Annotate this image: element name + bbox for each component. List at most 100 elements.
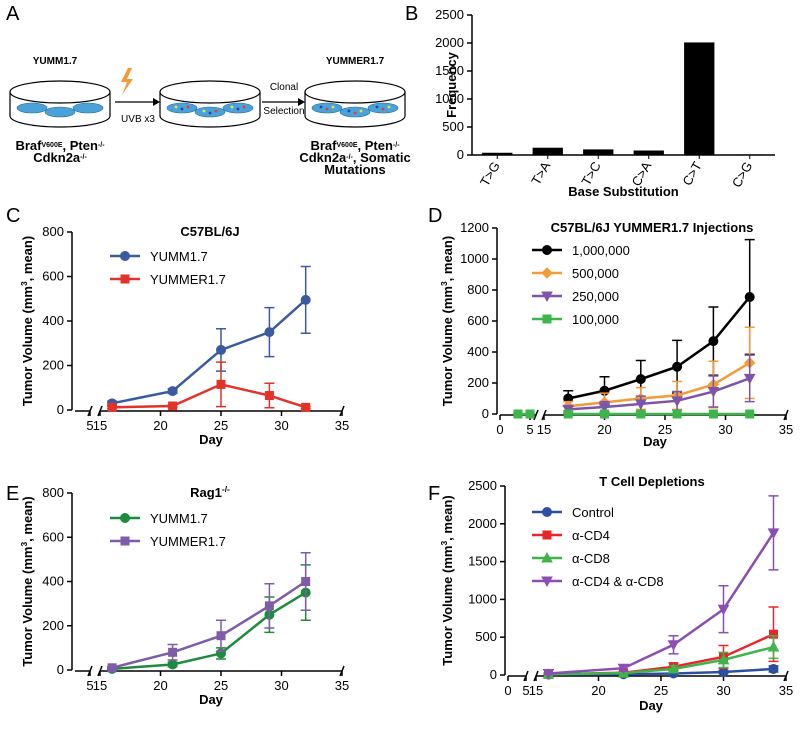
y-axis-title-part: 3 — [439, 541, 449, 546]
x-tick-label: 15 — [93, 678, 107, 693]
marker — [708, 336, 719, 347]
marker — [672, 361, 683, 372]
marker — [168, 401, 178, 411]
legend-marker — [120, 251, 130, 261]
legend-label: YUMMER1.7 — [150, 534, 226, 549]
marker — [168, 647, 178, 657]
marker — [542, 668, 555, 680]
chart-title-part: -/- — [222, 484, 230, 494]
y-tick-label: 1200 — [460, 220, 489, 235]
mutation-dot — [387, 105, 391, 109]
y-tick-label: 1500 — [468, 554, 497, 569]
y-tick-label: 0 — [57, 402, 64, 417]
marker — [600, 409, 609, 419]
marker — [216, 344, 226, 355]
panel-label: C — [6, 205, 20, 227]
mutation-dot — [331, 105, 335, 109]
y-tick-label: 2500 — [435, 7, 464, 22]
y-axis-title: Tumor Volume (mm3, mean) — [439, 236, 455, 406]
y-tick-label: 200 — [42, 618, 64, 633]
legend-label: YUMMER1.7 — [150, 272, 226, 287]
bar — [532, 147, 563, 155]
x-tick-label: 5 — [86, 678, 93, 693]
mutation-dot — [353, 111, 357, 115]
dish-rim — [9, 80, 111, 104]
y-tick-label: 2000 — [435, 35, 464, 50]
x-tick-label: 15 — [537, 422, 551, 437]
x-tick-label: 5 — [522, 683, 529, 698]
legend-marker — [542, 507, 552, 517]
marker — [767, 528, 780, 539]
chart-title: T Cell Depletions — [599, 474, 704, 489]
y-tick-label: 1000 — [468, 591, 497, 606]
y-axis-title-part: Tumor Volume (mm — [440, 286, 455, 406]
y-axis-title-part: Tumor Volume (mm — [440, 546, 455, 666]
y-axis-title-part: 3 — [439, 281, 449, 286]
marker — [743, 373, 756, 385]
legend-label: 500,000 — [572, 266, 619, 281]
panel-label: D — [428, 205, 442, 227]
genotype-part: V600E — [336, 142, 357, 149]
y-tick-label: 0 — [482, 406, 489, 421]
marker — [216, 379, 226, 389]
marker — [264, 391, 274, 401]
genotype: Mutations — [324, 162, 385, 177]
y-tick-label: 600 — [42, 269, 64, 284]
mutation-dot — [375, 105, 379, 109]
legend-marker — [542, 530, 552, 540]
mutation-dot — [180, 107, 184, 111]
y-tick-label: 0 — [57, 662, 64, 677]
step-label: Clonal — [270, 82, 298, 93]
legend-marker — [542, 245, 552, 255]
genotype-part: Cdkn2a — [33, 150, 81, 165]
x-tick-label: 30 — [716, 683, 730, 698]
x-tick-label: C>T — [679, 159, 704, 188]
genotype-part: Mutations — [324, 162, 385, 177]
series-line — [111, 298, 307, 405]
legend-marker — [120, 536, 130, 546]
y-axis-title-part: Tumor Volume (mm — [20, 286, 35, 406]
legend-marker — [120, 274, 130, 284]
genotype-part: , Somatic — [353, 150, 411, 165]
y-tick-label: 800 — [467, 282, 489, 297]
marker — [598, 402, 611, 414]
cell-colony — [44, 106, 76, 118]
series-line — [568, 361, 751, 408]
y-tick-label: 200 — [42, 358, 64, 373]
legend-marker — [541, 291, 553, 303]
legend-marker — [120, 513, 130, 523]
marker — [745, 409, 755, 419]
panel-label: F — [428, 483, 440, 505]
marker — [671, 396, 683, 407]
y-axis-title-part: 3 — [19, 542, 29, 547]
dish-rim — [159, 80, 261, 104]
x-tick-label: 30 — [274, 678, 288, 693]
right-cell-line: YUMMER1.7 — [326, 56, 385, 67]
marker — [300, 294, 311, 305]
series-line — [568, 377, 751, 411]
genotype-part: -/- — [98, 142, 105, 149]
marker — [107, 402, 117, 412]
x-tick-label: 15 — [529, 683, 543, 698]
mutation-dot — [202, 109, 206, 113]
chart-title-part: Rag1 — [190, 485, 222, 500]
x-tick-label: 35 — [779, 683, 793, 698]
x-tick-label: C>G — [729, 159, 756, 190]
marker — [717, 653, 730, 665]
chart-title-part: C57BL/6J — [180, 224, 239, 239]
x-axis-title: Day — [199, 692, 224, 707]
marker — [767, 640, 780, 652]
marker — [216, 631, 226, 641]
chart-title-part: C57BL/6J YUMMER1.7 Injections — [551, 220, 754, 235]
genotype-part: -/- — [346, 154, 353, 161]
step-label: Selection — [263, 106, 304, 117]
x-axis-title: Day — [199, 432, 224, 447]
marker — [667, 640, 680, 651]
marker — [634, 399, 647, 410]
x-tick-label: 15 — [93, 418, 107, 433]
marker — [768, 663, 779, 674]
legend-label: Control — [572, 505, 614, 520]
genotype: BrafV600E, Pten-/- — [310, 138, 400, 153]
x-tick-label: 25 — [654, 683, 668, 698]
y-tick-label: 400 — [467, 344, 489, 359]
